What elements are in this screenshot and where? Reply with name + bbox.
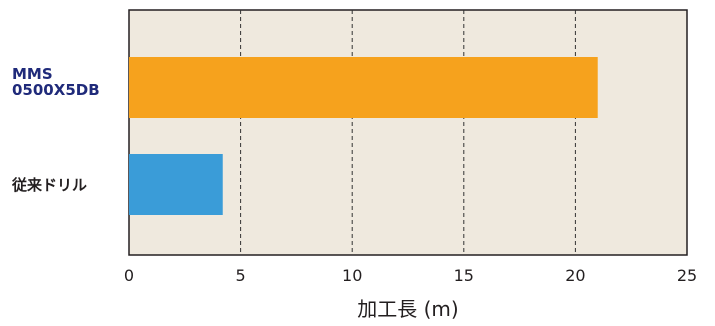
x-axis-title: 加工長 (m) — [357, 297, 458, 321]
x-tick-label-10: 10 — [342, 266, 362, 285]
x-tick-label-15: 15 — [454, 266, 474, 285]
grid-lines — [240, 10, 576, 255]
bar-1 — [129, 154, 223, 215]
x-tick-label-20: 20 — [565, 266, 585, 285]
x-tick-label-25: 25 — [677, 266, 697, 285]
plot-area — [128, 9, 688, 256]
bar-0 — [129, 57, 598, 118]
x-tick-labels: 0 5 10 15 20 25 — [124, 266, 697, 285]
x-tick-label-0: 0 — [124, 266, 134, 285]
x-tick-label-5: 5 — [236, 266, 246, 285]
bars — [129, 57, 598, 215]
category-label-1: 従来ドリル — [12, 176, 88, 194]
category-label-0: MMS 0500X5DB — [12, 65, 100, 99]
